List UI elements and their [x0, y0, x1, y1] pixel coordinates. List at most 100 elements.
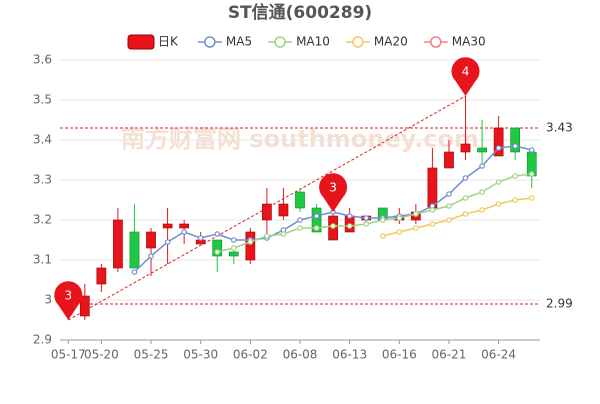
candle-body	[477, 147, 487, 153]
x-tick-label: 05-25	[134, 348, 169, 362]
candle-body	[510, 127, 521, 153]
ma-line	[382, 197, 532, 237]
legend-label: MA20	[374, 35, 408, 49]
x-tick-label: 06-02	[233, 348, 268, 362]
x-tick-label: 05-17	[51, 348, 86, 362]
y-tick-label: 3.6	[33, 53, 52, 67]
x-tick-label: 06-24	[481, 348, 516, 362]
x-tick-label: 06-13	[332, 348, 367, 362]
reference-label: 3.43	[546, 121, 573, 135]
trend-line	[68, 95, 466, 321]
y-tick-label: 3.1	[33, 253, 52, 267]
ma-point	[330, 223, 336, 229]
candle-body	[96, 267, 107, 285]
ma-point	[495, 145, 502, 151]
y-tick-label: 3.5	[33, 93, 52, 107]
ma-point	[462, 211, 469, 217]
ma-point	[346, 213, 353, 219]
ma-point	[495, 179, 502, 185]
ma-point	[396, 229, 403, 235]
reference-label: 2.99	[546, 297, 573, 311]
y-tick-label: 3.4	[33, 133, 52, 147]
ma-point	[313, 225, 320, 231]
candle-body	[444, 151, 454, 169]
annotation-label: 4	[462, 65, 470, 79]
candle-body	[179, 223, 189, 229]
ma-point	[479, 189, 485, 195]
ma-point	[363, 221, 370, 227]
ma-point	[413, 211, 419, 217]
ma-point	[528, 147, 535, 153]
ma-point	[479, 163, 485, 169]
legend-swatch	[204, 36, 216, 48]
ma-point	[446, 203, 452, 209]
ma-point	[131, 269, 138, 275]
ma-point	[379, 233, 386, 239]
ma-point	[230, 245, 237, 251]
chart-title: ST信通(600289)	[228, 2, 372, 23]
ma-point	[512, 143, 518, 149]
candle-body	[311, 207, 322, 233]
x-tick-label: 06-21	[432, 348, 467, 362]
candle-body	[79, 295, 90, 317]
candle-body	[162, 223, 173, 229]
legend-swatch	[430, 36, 442, 48]
ma-point	[446, 217, 452, 223]
legend-label: MA5	[226, 35, 252, 49]
ma-point	[181, 229, 187, 235]
annotation-pin	[319, 173, 348, 212]
ma-point	[230, 237, 237, 243]
ma-point	[148, 253, 154, 259]
annotation-pin	[54, 281, 83, 320]
ma-point	[297, 225, 303, 231]
ma-point	[280, 231, 287, 237]
ma-point	[264, 233, 270, 239]
ma-point	[346, 223, 353, 229]
candle-body	[460, 143, 471, 153]
ma-point	[479, 207, 485, 213]
ma-point	[247, 239, 254, 245]
ma-point	[429, 221, 436, 227]
candle-body	[212, 239, 223, 257]
ma-point	[413, 225, 419, 231]
candle-body	[245, 231, 256, 261]
annotation-label: 3	[329, 181, 337, 195]
y-tick-label: 2.9	[33, 333, 52, 347]
annotation-pin	[451, 57, 480, 96]
legend-label: 日K	[158, 35, 179, 49]
legend-label: MA10	[296, 35, 330, 49]
ma-point	[363, 215, 370, 221]
watermark: 南方财富网 southmoney.com	[121, 125, 479, 153]
ma-point	[313, 213, 320, 219]
ma-point	[197, 235, 204, 241]
candle-body	[278, 203, 289, 217]
ma-point	[528, 195, 535, 201]
ma-point	[297, 217, 303, 223]
ma-point	[512, 197, 518, 203]
ma-point	[429, 207, 436, 213]
candle-body	[228, 251, 239, 257]
candle-body	[113, 219, 123, 269]
candle-body	[129, 231, 140, 269]
ma-point	[446, 191, 452, 197]
x-tick-label: 06-16	[382, 348, 417, 362]
x-tick-label: 06-08	[283, 348, 318, 362]
ma-point	[462, 175, 469, 181]
ma-point	[528, 171, 535, 177]
candle-body	[262, 203, 272, 221]
y-tick-label: 3	[44, 293, 52, 307]
ma-point	[164, 239, 171, 245]
x-tick-label: 05-20	[84, 348, 119, 362]
ma-point	[379, 217, 386, 223]
y-tick-label: 3.3	[33, 173, 52, 187]
candle-body	[295, 191, 305, 209]
ma-point	[512, 173, 518, 179]
legend-swatch	[352, 36, 364, 48]
legend-swatch	[127, 34, 155, 50]
candle-body	[146, 231, 156, 249]
legend-label: MA30	[452, 35, 486, 49]
ma-point	[396, 215, 403, 221]
candle-body	[493, 127, 504, 157]
ma-point	[214, 231, 221, 237]
